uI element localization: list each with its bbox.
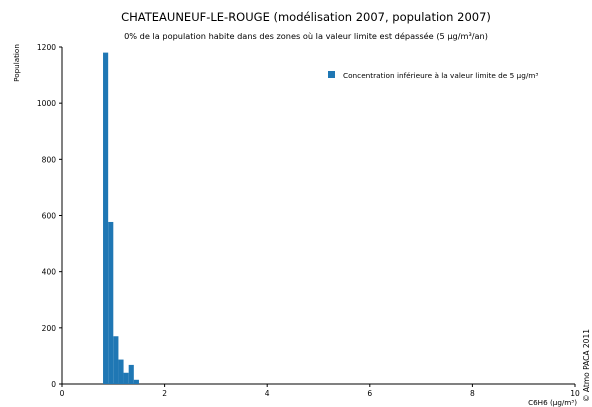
chart-subtitle: 0% de la population habite dans des zone…: [124, 31, 488, 41]
histogram-bar: [123, 372, 129, 384]
credit-text: © Atmo PACA 2011: [582, 329, 591, 402]
axes: [61, 47, 575, 385]
y-tick-label: 0: [51, 380, 56, 389]
x-tick-label: 4: [265, 389, 270, 398]
y-tick-label: 400: [42, 268, 57, 277]
y-tick-label: 1000: [37, 99, 56, 108]
x-tick-label: 6: [367, 389, 372, 398]
histogram-bar: [108, 221, 114, 384]
histogram-bar: [128, 364, 134, 384]
histogram-bar: [118, 359, 124, 384]
ticks: 0 2 4 6 8 10 0 200 400 600 800 1000 1200: [37, 43, 580, 398]
x-tick-label: 8: [470, 389, 475, 398]
bars: [103, 52, 139, 384]
histogram-bar: [103, 52, 109, 384]
y-tick-label: 200: [42, 324, 57, 333]
x-axis-label: C6H6 (µg/m³): [528, 398, 577, 407]
x-tick-label: 0: [60, 389, 65, 398]
y-tick-label: 600: [42, 212, 57, 221]
histogram-bar: [133, 379, 139, 384]
y-tick-label: 1200: [37, 43, 56, 52]
histogram-bar: [113, 336, 119, 384]
x-tick-label: 2: [162, 389, 167, 398]
legend: Concentration inférieure à la valeur lim…: [328, 71, 538, 80]
legend-label: Concentration inférieure à la valeur lim…: [343, 71, 538, 80]
y-tick-label: 800: [42, 155, 57, 164]
chart-title: CHATEAUNEUF-LE-ROUGE (modélisation 2007,…: [121, 10, 491, 24]
x-tick-label: 10: [570, 389, 580, 398]
legend-swatch: [328, 71, 335, 78]
y-axis-label: Population: [12, 44, 21, 82]
